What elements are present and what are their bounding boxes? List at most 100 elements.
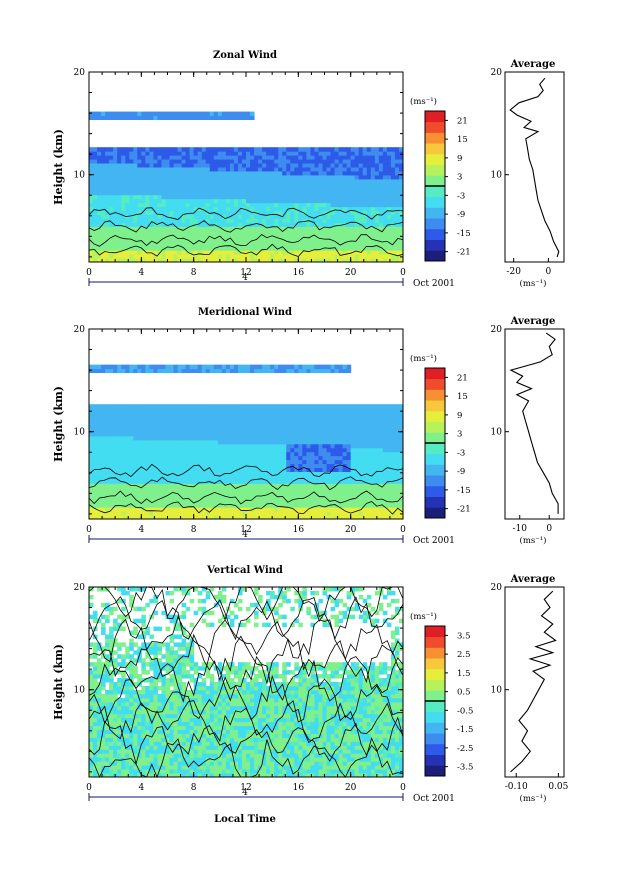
heatmap-cell (189, 463, 195, 469)
heatmap-cell (298, 159, 303, 164)
heatmap-cell (294, 364, 299, 370)
heatmap-cell (298, 424, 303, 429)
heatmap-cell (346, 151, 352, 156)
heatmap-cell (233, 218, 239, 223)
heatmap-cell (258, 459, 263, 465)
heatmap-cell (262, 186, 267, 192)
heatmap-cell (338, 167, 344, 172)
heatmap-cell (350, 459, 356, 465)
heatmap-cell (314, 479, 319, 484)
heatmap-cell (137, 515, 142, 520)
heatmap-cell (354, 479, 360, 484)
heatmap-cell (306, 424, 311, 429)
heatmap-cell (270, 202, 275, 208)
heatmap-cell (326, 515, 332, 520)
heatmap-cell (205, 258, 211, 263)
heatmap-cell (229, 214, 235, 219)
heatmap-cell (165, 507, 171, 512)
heatmap-cell (121, 447, 126, 453)
heatmap-cell (229, 491, 235, 496)
heatmap-cell (338, 198, 344, 204)
heatmap-cell (173, 254, 179, 259)
heatmap-cell (153, 404, 158, 409)
heatmap-cell (366, 431, 372, 437)
heatmap-cell (318, 230, 323, 235)
heatmap-cell (398, 167, 404, 172)
heatmap-cell (366, 503, 372, 508)
heatmap-cell (310, 447, 315, 453)
heatmap-cell (306, 503, 311, 508)
heatmap-cell (149, 487, 154, 492)
heatmap-cell (109, 499, 114, 504)
heatmap-cell (262, 408, 267, 413)
heatmap-cell (302, 503, 307, 508)
heatmap-cell (101, 463, 106, 469)
heatmap-cell (189, 451, 195, 457)
heatmap-cell (342, 364, 348, 370)
heatmap-cell (370, 424, 376, 429)
heatmap-cell (370, 202, 376, 208)
heatmap-cell (165, 364, 171, 370)
heatmap-cell (121, 467, 126, 472)
heatmap-cell (117, 487, 122, 492)
heatmap-cell (205, 455, 211, 461)
heatmap-cell (153, 147, 158, 152)
heatmap-cell (278, 424, 283, 429)
heatmap-cell (342, 202, 348, 208)
heatmap-cell (221, 222, 227, 227)
heatmap-cell (330, 198, 336, 204)
heatmap-cell (89, 455, 94, 461)
heatmap-cell (390, 246, 396, 251)
heatmap-cell (290, 159, 295, 164)
heatmap-cell (197, 431, 203, 437)
heatmap-cell (386, 455, 392, 461)
heatmap-cell (137, 202, 142, 208)
heatmap-cell (93, 254, 98, 259)
heatmap-cell (262, 431, 267, 437)
heatmap-cell (374, 435, 380, 441)
heatmap-cell (161, 443, 166, 449)
heatmap-cell (394, 258, 400, 263)
heatmap-cell (229, 170, 235, 176)
heatmap-cell (370, 420, 376, 425)
heatmap-cell (294, 427, 299, 433)
heatmap-cell (334, 435, 340, 441)
heatmap-cell (278, 364, 283, 370)
heatmap-cell (133, 254, 138, 259)
heatmap-cell (133, 147, 138, 152)
heatmap-cell (173, 451, 179, 457)
heatmap-cell (165, 427, 171, 433)
heatmap-cell (141, 408, 146, 413)
heatmap-cell (282, 443, 287, 449)
heatmap-cell (197, 467, 203, 472)
heatmap-cell (233, 178, 239, 184)
heatmap-cell (137, 182, 142, 188)
heatmap-cell (366, 435, 372, 441)
heatmap-cell (149, 416, 154, 421)
heatmap-cell (290, 439, 295, 445)
heatmap-cell (378, 258, 384, 263)
heatmap-cell (354, 471, 360, 476)
heatmap-cell (189, 250, 195, 255)
heatmap-cell (97, 190, 102, 196)
heatmap-cell (350, 159, 356, 164)
heatmap-cell (197, 420, 203, 425)
heatmap-cell (141, 475, 146, 480)
heatmap-cell (246, 210, 251, 215)
heatmap-cell (105, 167, 110, 172)
heatmap-cell (177, 431, 183, 437)
heatmap-cell (398, 218, 404, 223)
heatmap-cell (221, 463, 227, 469)
heatmap-cell (137, 487, 142, 492)
heatmap-cell (97, 431, 102, 437)
heatmap-cell (141, 459, 146, 465)
heatmap-cell (157, 202, 162, 208)
heatmap-cell (354, 226, 360, 231)
heatmap-cell (221, 499, 227, 504)
heatmap-cell (169, 111, 175, 117)
heatmap-cell (298, 155, 303, 160)
heatmap-cell (278, 435, 283, 441)
heatmap-cell (125, 495, 130, 500)
heatmap-cell (93, 163, 98, 168)
